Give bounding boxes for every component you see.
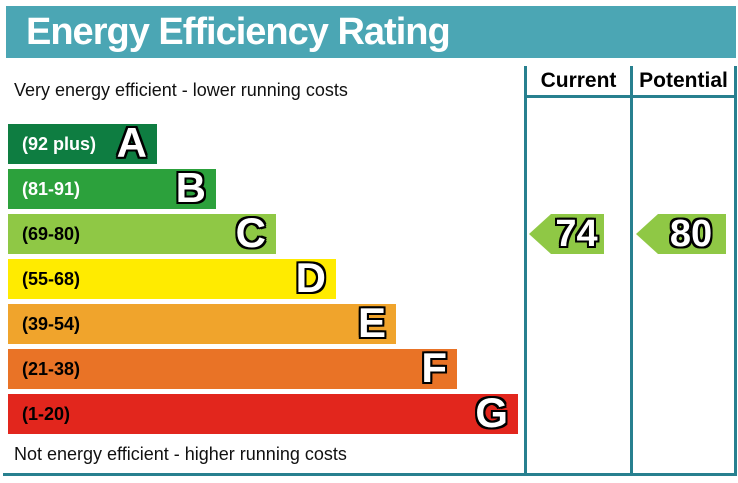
- chart-title-bar: Energy Efficiency Rating: [6, 6, 736, 58]
- bottom-border-line: [3, 473, 737, 476]
- epc-band-e: (39-54) E: [8, 299, 396, 346]
- epc-band-a: (92 plus) A: [8, 119, 157, 166]
- top-caption: Very energy efficient - lower running co…: [14, 80, 348, 100]
- chart-title: Energy Efficiency Rating: [26, 11, 451, 53]
- potential-rating-value: 80: [669, 213, 713, 255]
- band-range-label: (39-54): [22, 314, 81, 334]
- band-letter: E: [357, 299, 386, 346]
- column-divider-left: [524, 66, 527, 476]
- band-letter: F: [421, 344, 447, 391]
- band-range-label: (69-80): [22, 224, 81, 244]
- column-divider-right: [734, 66, 737, 476]
- potential-column-header: Potential: [639, 69, 728, 92]
- band-range-label: (21-38): [22, 359, 81, 379]
- band-range-label: (81-91): [22, 179, 81, 199]
- band-range-label: (55-68): [22, 269, 81, 289]
- epc-band-c: (69-80) C: [8, 209, 276, 256]
- band-range-label: (1-20): [22, 404, 71, 424]
- band-letter: B: [175, 164, 206, 211]
- band-letter: G: [475, 389, 508, 436]
- potential-rating-arrow: 80: [636, 214, 726, 254]
- band-range-label: (92 plus): [22, 134, 97, 154]
- current-column-header: Current: [540, 69, 617, 92]
- band-letter: A: [116, 119, 147, 166]
- bottom-caption: Not energy efficient - higher running co…: [14, 444, 347, 464]
- current-rating-arrow: 74: [529, 214, 604, 254]
- column-divider-middle: [630, 66, 633, 476]
- current-rating-value: 74: [555, 213, 598, 255]
- band-letter: C: [235, 209, 266, 256]
- epc-band-b: (81-91) B: [8, 164, 216, 211]
- epc-band-d: (55-68) D: [8, 254, 336, 301]
- epc-band-g: (1-20) G: [8, 389, 518, 436]
- band-letter: D: [295, 254, 326, 301]
- header-underline: [524, 95, 737, 98]
- epc-band-f: (21-38) F: [8, 344, 457, 391]
